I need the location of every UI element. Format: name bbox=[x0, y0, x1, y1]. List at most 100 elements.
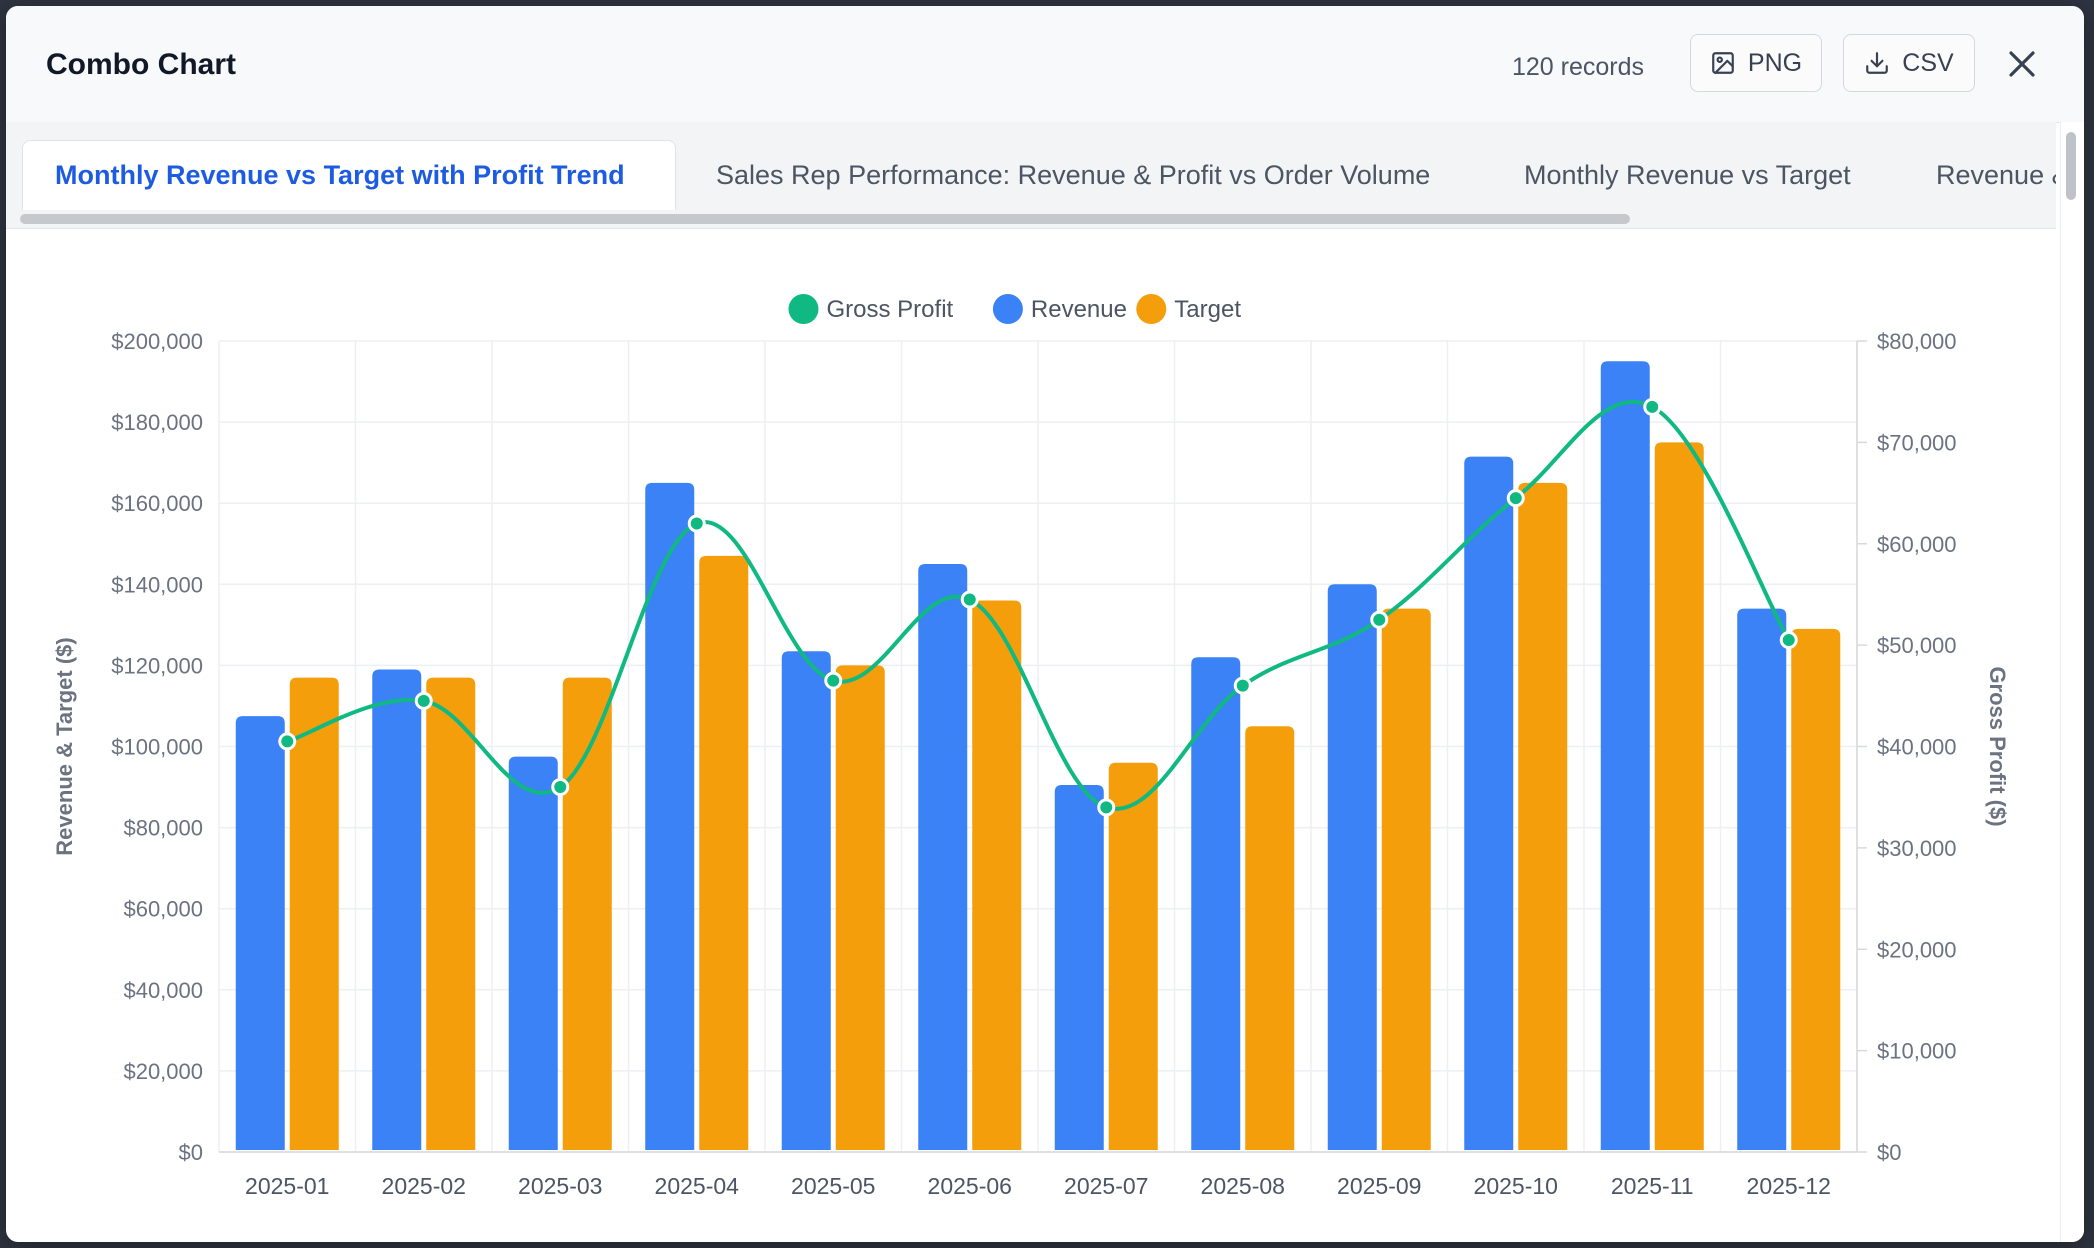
vertical-scrollbar-thumb[interactable] bbox=[2066, 132, 2076, 200]
revenue-bar[interactable] bbox=[235, 716, 285, 1150]
y-tick-label: $120,000 bbox=[111, 653, 203, 678]
y2-tick-label: $80,000 bbox=[1877, 329, 1957, 354]
revenue-bar[interactable] bbox=[1327, 584, 1377, 1150]
gross-profit-point[interactable] bbox=[960, 590, 979, 609]
legend-swatch[interactable] bbox=[788, 294, 819, 324]
chart-area: $0 $20,000 $40,000 $60,000 $80,000 $100,000 $1… bbox=[6, 228, 2056, 1242]
tab-label: Monthly Revenue vs Target bbox=[1524, 159, 1851, 190]
x-tick-label: 2025-02 bbox=[382, 1173, 466, 1199]
target-bar[interactable] bbox=[1654, 442, 1704, 1150]
gross-profit-point[interactable] bbox=[1097, 798, 1116, 817]
y-tick-label: $0 bbox=[179, 1140, 203, 1165]
gross-profit-point[interactable] bbox=[414, 691, 433, 710]
x-tick-label: 2025-07 bbox=[1064, 1173, 1148, 1199]
target-bar[interactable] bbox=[1245, 726, 1295, 1150]
x-tick-label: 2025-08 bbox=[1201, 1173, 1285, 1199]
y-tick-label: $60,000 bbox=[123, 897, 203, 922]
y2-tick-label: $10,000 bbox=[1877, 1039, 1957, 1064]
y2-tick-label: $70,000 bbox=[1877, 430, 1957, 455]
target-bar[interactable] bbox=[1381, 608, 1431, 1150]
record-count: 120 records bbox=[1511, 53, 1644, 81]
gross-profit-point[interactable] bbox=[1779, 631, 1798, 650]
y2-tick-label: $30,000 bbox=[1877, 836, 1957, 861]
tabs-horizontal-scrollbar[interactable] bbox=[20, 214, 1630, 224]
y-tick-label: $80,000 bbox=[123, 816, 203, 841]
gross-profit-point[interactable] bbox=[551, 778, 570, 797]
target-bar[interactable] bbox=[835, 665, 885, 1150]
combo-chart: $0 $20,000 $40,000 $60,000 $80,000 $100,000 $1… bbox=[52, 294, 2010, 1199]
x-tick-label: 2025-12 bbox=[1747, 1173, 1831, 1199]
revenue-bar[interactable] bbox=[1737, 608, 1787, 1150]
download-icon bbox=[1866, 52, 1889, 74]
y-tick-label: $20,000 bbox=[123, 1059, 203, 1084]
y-tick-label: $180,000 bbox=[111, 410, 203, 435]
image-icon bbox=[1712, 52, 1734, 74]
target-bar[interactable] bbox=[699, 555, 749, 1150]
gross-profit-point[interactable] bbox=[278, 732, 297, 751]
revenue-bar[interactable] bbox=[508, 756, 558, 1150]
y2-tick-label: $40,000 bbox=[1877, 735, 1957, 760]
export-csv-button[interactable]: CSV bbox=[1843, 34, 1975, 92]
modal-title: Combo Chart bbox=[46, 48, 236, 81]
export-png-button[interactable]: PNG bbox=[1690, 34, 1822, 92]
x-tick-label: 2025-09 bbox=[1337, 1173, 1421, 1199]
legend-swatch[interactable] bbox=[992, 294, 1023, 324]
revenue-bar[interactable] bbox=[918, 564, 968, 1150]
revenue-bar[interactable] bbox=[781, 651, 831, 1150]
vertical-scrollbar-track[interactable] bbox=[2060, 122, 2084, 1242]
y2-tick-label: $50,000 bbox=[1877, 633, 1957, 658]
target-bar[interactable] bbox=[1108, 762, 1158, 1150]
revenue-bar[interactable] bbox=[372, 669, 422, 1150]
target-bar[interactable] bbox=[972, 600, 1022, 1150]
y2-tick-label: $60,000 bbox=[1877, 532, 1957, 557]
x-tick-label: 2025-04 bbox=[655, 1173, 740, 1199]
tab-label: Sales Rep Performance: Revenue & Profit … bbox=[716, 159, 1431, 190]
tab-revenue-partial[interactable]: Revenue & bbox=[1936, 140, 2056, 210]
revenue-bar[interactable] bbox=[1191, 657, 1241, 1150]
y-tick-label: $140,000 bbox=[111, 572, 203, 597]
gross-profit-point[interactable] bbox=[1643, 397, 1662, 416]
revenue-bar[interactable] bbox=[645, 482, 695, 1150]
x-tick-label: 2025-10 bbox=[1474, 1173, 1558, 1199]
y-tick-label: $40,000 bbox=[123, 978, 203, 1003]
target-bar[interactable] bbox=[1791, 628, 1841, 1150]
chart-tabs: Monthly Revenue vs Target with Profit Tr… bbox=[6, 122, 2056, 229]
legend-label[interactable]: Revenue bbox=[1031, 296, 1127, 323]
gross-profit-point[interactable] bbox=[687, 514, 706, 533]
y-axis-title: Revenue & Target ($) bbox=[52, 637, 77, 855]
gross-profit-point[interactable] bbox=[1506, 489, 1525, 508]
x-tick-label: 2025-01 bbox=[245, 1173, 329, 1199]
gross-profit-point[interactable] bbox=[1370, 610, 1389, 629]
y-tick-label: $100,000 bbox=[111, 735, 203, 760]
target-bar[interactable] bbox=[562, 677, 612, 1150]
y-tick-label: $160,000 bbox=[111, 491, 203, 516]
legend-label[interactable]: Target bbox=[1174, 296, 1241, 323]
chart-modal: Combo Chart 120 records PNG CSV Monthly … bbox=[6, 6, 2084, 1242]
gross-profit-point[interactable] bbox=[1233, 676, 1252, 695]
tab-monthly-revenue-target-profit[interactable]: Monthly Revenue vs Target with Profit Tr… bbox=[22, 140, 676, 210]
revenue-bar[interactable] bbox=[1464, 456, 1514, 1150]
y2-axis-title: Gross Profit ($) bbox=[1985, 666, 2010, 826]
tab-label: Revenue & bbox=[1936, 159, 2056, 190]
legend-label[interactable]: Gross Profit bbox=[827, 296, 954, 323]
export-csv-label: CSV bbox=[1902, 48, 1954, 77]
target-bar[interactable] bbox=[289, 677, 339, 1150]
y-tick-label: $200,000 bbox=[111, 329, 203, 354]
tab-sales-rep-performance[interactable]: Sales Rep Performance: Revenue & Profit … bbox=[716, 140, 1430, 210]
y2-tick-label: $20,000 bbox=[1877, 937, 1957, 962]
target-bar[interactable] bbox=[426, 677, 476, 1150]
x-tick-label: 2025-11 bbox=[1611, 1173, 1694, 1199]
modal-header: Combo Chart 120 records PNG CSV bbox=[6, 6, 2084, 123]
legend-swatch[interactable] bbox=[1136, 294, 1167, 324]
x-tick-label: 2025-03 bbox=[518, 1173, 602, 1199]
gross-profit-point[interactable] bbox=[824, 671, 843, 690]
tab-label: Monthly Revenue vs Target with Profit Tr… bbox=[55, 160, 625, 190]
tab-monthly-revenue-target[interactable]: Monthly Revenue vs Target bbox=[1524, 140, 1851, 210]
revenue-bar[interactable] bbox=[1600, 361, 1650, 1150]
export-png-label: PNG bbox=[1747, 48, 1803, 77]
close-icon[interactable] bbox=[2006, 48, 2038, 80]
revenue-bar[interactable] bbox=[1054, 785, 1104, 1150]
x-tick-label: 2025-06 bbox=[928, 1173, 1012, 1199]
target-bar[interactable] bbox=[1518, 482, 1568, 1150]
y2-tick-label: $0 bbox=[1877, 1140, 1901, 1165]
